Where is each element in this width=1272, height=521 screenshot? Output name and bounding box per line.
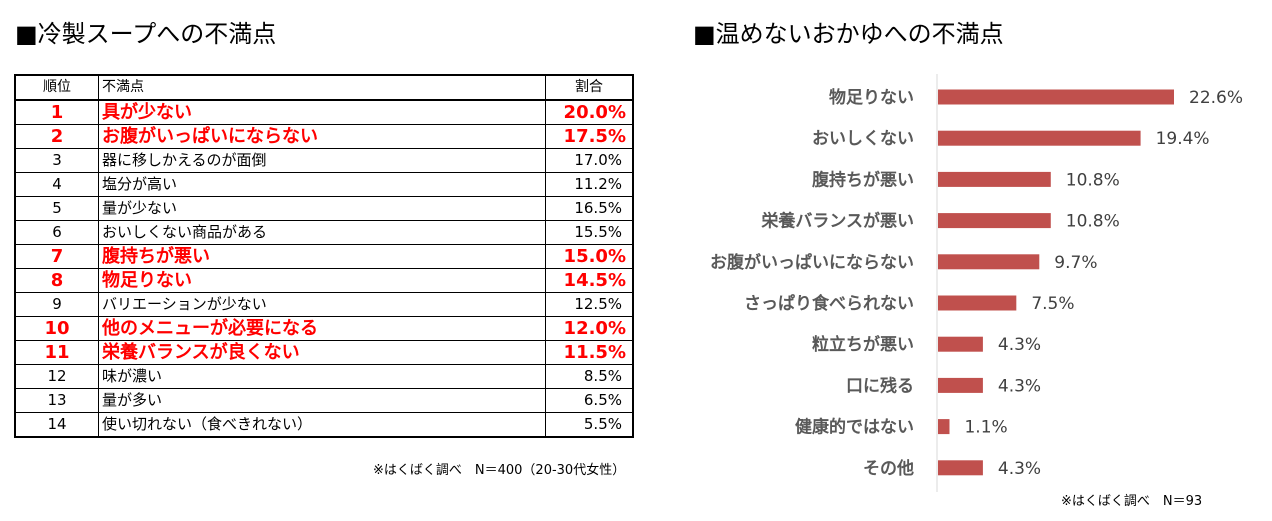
row-item: お腹がいっぱいにならない <box>98 124 546 149</box>
bar <box>938 171 1051 187</box>
header-item: 不満点 <box>98 75 546 101</box>
bar <box>938 419 950 435</box>
bar <box>938 336 983 352</box>
row-rank: 4 <box>14 172 99 197</box>
category-label: さっぱり食べられない <box>744 293 914 314</box>
row-item: おいしくない商品がある <box>98 220 546 245</box>
row-pct: 15.5% <box>545 220 634 245</box>
data-label: 4.3% <box>998 459 1041 479</box>
row-rank: 7 <box>14 244 99 269</box>
data-label: 4.3% <box>998 335 1041 355</box>
row-item: 量が少ない <box>98 196 546 221</box>
row-rank: 9 <box>14 292 99 317</box>
table-row: 14 使い切れない（食べきれない） 5.5% <box>14 412 634 438</box>
table-row: 4 塩分が高い 11.2% <box>14 172 634 197</box>
left-source-note: ※はくばく調べ N＝400（20-30代女性） <box>373 463 626 478</box>
row-item: 味が濃い <box>98 364 546 389</box>
category-label: 物足りない <box>829 87 914 108</box>
data-label: 4.3% <box>998 376 1041 396</box>
bar <box>938 130 1141 146</box>
table-row: 11 栄養バランスが良くない 11.5% <box>14 340 634 365</box>
bar <box>938 460 983 476</box>
row-rank: 3 <box>14 148 99 173</box>
row-pct: 6.5% <box>545 388 634 413</box>
header-rank: 順位 <box>14 75 99 101</box>
row-item: 腹持ちが悪い <box>98 244 546 269</box>
data-label: 7.5% <box>1031 294 1074 314</box>
row-rank: 14 <box>14 412 99 438</box>
row-item: 栄養バランスが良くない <box>98 340 546 365</box>
table-row: 3 器に移しかえるのが面倒 17.0% <box>14 148 634 173</box>
left-chart-title: ■冷製スープへの不満点 <box>15 20 277 48</box>
complaints-table: 順位 不満点 割合 1 具が少ない 20.0% 2 お腹がいっぱいにならない 17.5% 3… <box>14 74 634 438</box>
row-item: 具が少ない <box>98 100 546 125</box>
right-source-note: ※はくばく調べ N＝93 <box>1061 494 1203 509</box>
row-pct: 16.5% <box>545 196 634 221</box>
category-label: その他 <box>863 458 914 479</box>
table-header-row: 順位 不満点 割合 <box>14 75 634 101</box>
table-row: 6 おいしくない商品がある 15.5% <box>14 220 634 245</box>
table-row: 8 物足りない 14.5% <box>14 268 634 293</box>
row-item: バリエーションが少ない <box>98 292 546 317</box>
row-pct: 5.5% <box>545 412 634 438</box>
row-pct: 20.0% <box>545 100 634 125</box>
table-row: 10 他のメニューが必要になる 12.0% <box>14 316 634 341</box>
row-pct: 11.5% <box>545 340 634 365</box>
data-label: 9.7% <box>1054 253 1097 273</box>
bar <box>938 89 1174 105</box>
header-pct: 割合 <box>545 75 634 101</box>
table-row: 12 味が濃い 8.5% <box>14 364 634 389</box>
row-rank: 13 <box>14 388 99 413</box>
row-rank: 8 <box>14 268 99 293</box>
category-label: 粒立ちが悪い <box>812 334 914 355</box>
table-row: 7 腹持ちが悪い 15.0% <box>14 244 634 269</box>
right-chart-title: ■温めないおかゆへの不満点 <box>693 20 1004 48</box>
row-item: 物足りない <box>98 268 546 293</box>
category-label: 腹持ちが悪い <box>812 169 914 190</box>
data-label: 10.8% <box>1066 212 1120 232</box>
data-label: 22.6% <box>1189 88 1243 108</box>
table-row: 5 量が少ない 16.5% <box>14 196 634 221</box>
bar <box>938 213 1051 229</box>
category-label: 栄養バランスが悪い <box>760 211 914 232</box>
row-pct: 17.5% <box>545 124 634 149</box>
row-pct: 15.0% <box>545 244 634 269</box>
row-pct: 8.5% <box>545 364 634 389</box>
category-label: 口に残る <box>846 375 914 396</box>
table-row: 1 具が少ない 20.0% <box>14 100 634 125</box>
row-rank: 5 <box>14 196 99 221</box>
data-label: 10.8% <box>1066 170 1120 190</box>
category-label: 健康的ではない <box>795 417 914 438</box>
category-label: おいしくない <box>812 129 914 149</box>
bar <box>938 254 1040 270</box>
bar <box>938 295 1017 311</box>
data-label: 19.4% <box>1156 129 1210 149</box>
row-pct: 14.5% <box>545 268 634 293</box>
row-pct: 12.5% <box>545 292 634 317</box>
row-rank: 11 <box>14 340 99 365</box>
bar <box>938 377 983 393</box>
row-item: 塩分が高い <box>98 172 546 197</box>
table-row: 2 お腹がいっぱいにならない 17.5% <box>14 124 634 149</box>
row-rank: 2 <box>14 124 99 149</box>
table-row: 9 バリエーションが少ない 12.5% <box>14 292 634 317</box>
row-item: 他のメニューが必要になる <box>98 316 546 341</box>
table-row: 13 量が多い 6.5% <box>14 388 634 413</box>
category-label: お腹がいっぱいにならない <box>710 252 914 273</box>
row-pct: 11.2% <box>545 172 634 197</box>
row-item: 量が多い <box>98 388 546 413</box>
row-rank: 6 <box>14 220 99 245</box>
row-item: 器に移しかえるのが面倒 <box>98 148 546 173</box>
row-item: 使い切れない（食べきれない） <box>98 412 546 438</box>
row-pct: 12.0% <box>545 316 634 341</box>
data-label: 1.1% <box>964 418 1007 438</box>
row-pct: 17.0% <box>545 148 634 173</box>
